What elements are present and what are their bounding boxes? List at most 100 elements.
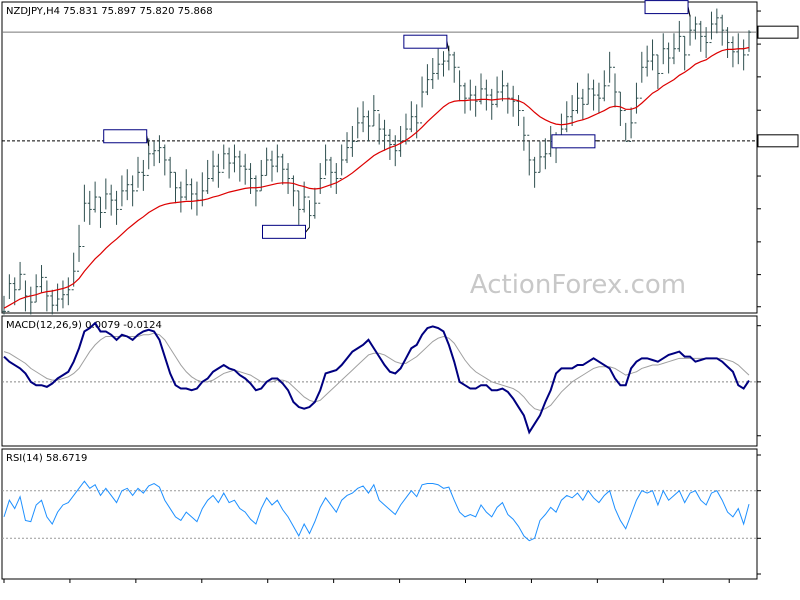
price-bar (162, 144, 167, 176)
price-bar (527, 134, 532, 176)
price-bar (532, 156, 537, 188)
price-bar (634, 82, 639, 124)
price-bar (704, 27, 709, 59)
price-bar (355, 107, 360, 142)
price-bar (607, 51, 612, 87)
price-bar (71, 252, 76, 291)
price-bar (227, 147, 232, 179)
price-bar (564, 101, 569, 133)
price-bar (596, 82, 601, 114)
price-bar (489, 88, 494, 120)
price-bar (602, 70, 607, 102)
price-bar (189, 178, 194, 210)
price-bar (168, 156, 173, 188)
price-bar (452, 51, 457, 83)
price-bar (173, 171, 178, 204)
price-bar (18, 261, 23, 291)
price-panel: NZDJPY,H4 75.831 75.897 75.820 75.868 Ac… (1, 0, 799, 315)
moving-average-line (3, 46, 750, 309)
price-bar (280, 153, 285, 185)
price-bar (430, 58, 435, 89)
price-bar (103, 178, 108, 214)
price-bar (709, 11, 714, 44)
price-bar (253, 175, 258, 207)
price-bar (580, 88, 585, 120)
price-bar (34, 274, 39, 303)
price-bar (312, 187, 317, 219)
price-bar (623, 110, 628, 142)
price-bar (269, 150, 274, 182)
price-bar (82, 184, 87, 247)
price-bar (677, 20, 682, 52)
price-bar (521, 110, 526, 151)
price-bar (296, 190, 301, 225)
price-bar (216, 153, 221, 188)
level-flag (757, 134, 799, 148)
price-bar (243, 153, 248, 185)
price-bar (473, 85, 478, 117)
price-bar (575, 82, 580, 114)
watermark: ActionForex.com (470, 270, 686, 300)
price-annotation (644, 0, 691, 17)
price-bar (650, 39, 655, 71)
price-bar (495, 76, 500, 108)
annotation-box (551, 134, 596, 149)
price-bar (307, 196, 312, 228)
price-bar (205, 159, 210, 194)
price-bar (125, 169, 130, 201)
price-bar (682, 35, 687, 71)
macd-label: MACD(12,26,9) 0.0079 -0.0124 (6, 320, 162, 331)
price-bar (671, 33, 676, 65)
price-bar (237, 150, 242, 182)
price-bar (613, 66, 618, 108)
macd-line (3, 321, 750, 435)
price-bar (511, 85, 516, 117)
price-bar (688, 14, 693, 56)
price-bar (398, 125, 403, 157)
price-bar (661, 33, 666, 74)
price-bar (698, 20, 703, 52)
price-bar (66, 277, 71, 306)
price-bar (393, 135, 398, 167)
price-bar (286, 163, 291, 194)
price-bar (436, 48, 441, 80)
price-bar (7, 274, 12, 312)
price-bar (291, 175, 296, 207)
price-bar (366, 110, 371, 142)
price-bar (361, 101, 366, 133)
annotation-box (103, 129, 148, 144)
price-bar (339, 144, 344, 180)
price-bar (425, 64, 430, 96)
price-bar (109, 184, 114, 216)
price-bar (50, 289, 55, 315)
price-bar (275, 144, 280, 173)
price-bar (377, 110, 382, 145)
price-bar (441, 51, 446, 77)
price-bar (543, 138, 548, 170)
macd-panel: MACD(12,26,9) 0.0079 -0.0124 (1, 315, 761, 447)
price-annotation (551, 134, 599, 149)
price-bar (725, 27, 730, 59)
price-bar (618, 91, 623, 126)
price-bar (505, 82, 510, 114)
price-panel-frame (1, 1, 758, 314)
rsi-label: RSI(14) 58.6719 (6, 453, 87, 464)
price-bar (323, 144, 328, 180)
annotation-box (644, 0, 689, 15)
rsi-line (3, 480, 750, 542)
price-bar (248, 163, 253, 194)
macd-panel-frame (1, 315, 758, 447)
rsi-panel: RSI(14) 58.6719 (1, 448, 761, 580)
price-bar (60, 280, 65, 309)
price-bar (232, 144, 237, 173)
price-bar (2, 295, 6, 315)
price-bar (371, 95, 376, 127)
price-bar (119, 175, 124, 210)
price-bar (55, 283, 60, 312)
price-bar (44, 276, 49, 312)
price-bar (714, 8, 719, 34)
price-bar (730, 36, 735, 68)
price-bar (23, 273, 28, 312)
price-bar (12, 277, 17, 306)
